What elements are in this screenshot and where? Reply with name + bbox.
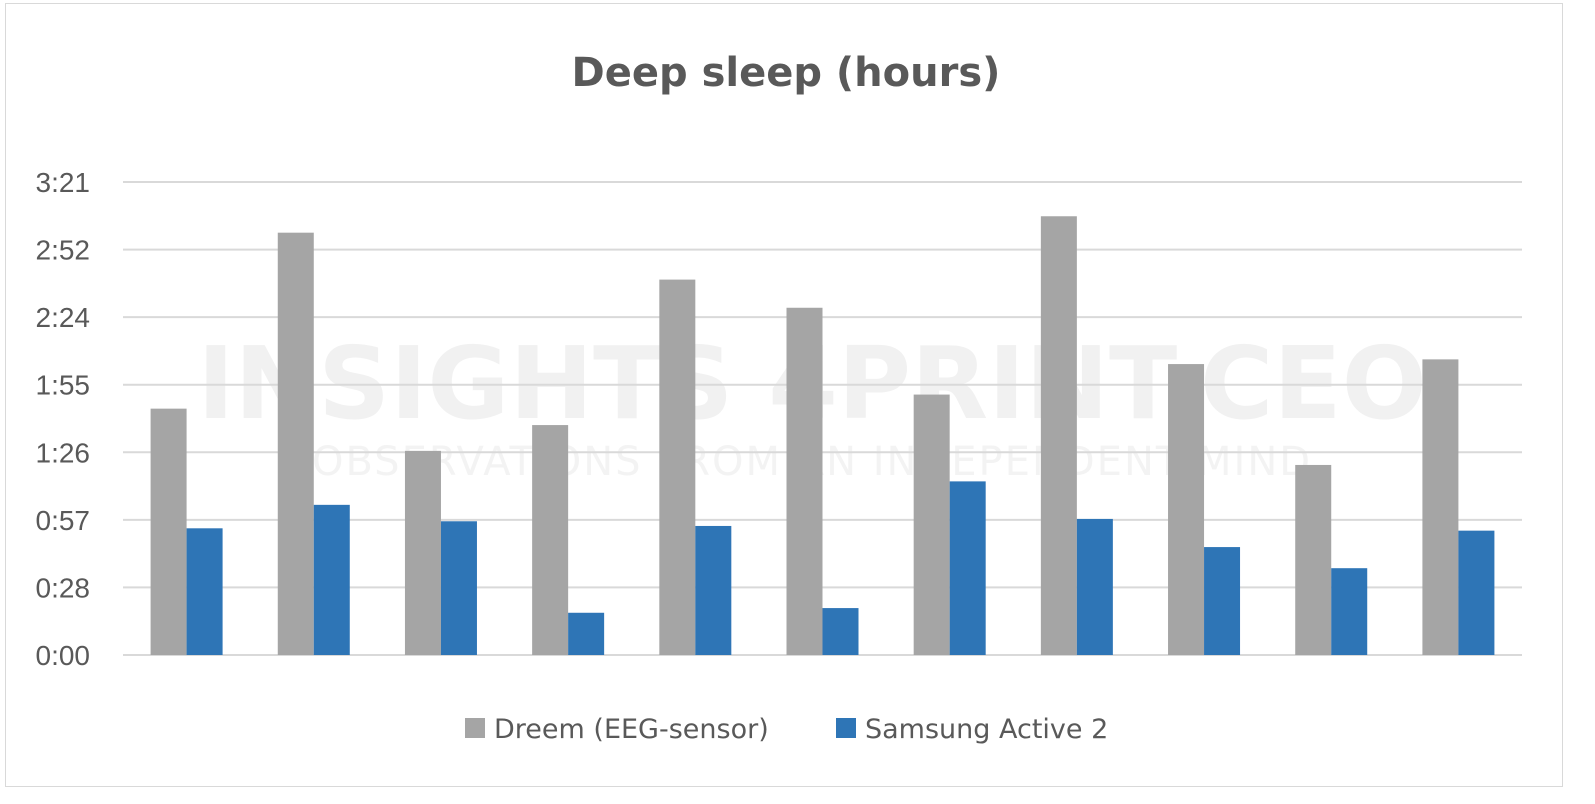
bar-samsung [1331,568,1368,655]
y-tick-label: 0:57 [36,505,91,536]
bar-dreem [404,450,441,655]
y-tick-label: 2:52 [36,235,91,266]
bar-samsung [822,608,859,655]
bar-dreem [150,408,187,655]
chart-title: Deep sleep (hours) [572,50,1001,96]
bar-dreem [1040,216,1077,656]
legend-label: Samsung Active 2 [865,714,1108,745]
bars [150,216,1495,656]
bar-samsung [1076,518,1113,655]
bar-dreem [1168,364,1205,655]
legend-swatch [836,718,856,738]
bar-dreem [1295,464,1332,655]
y-tick-label: 2:24 [36,302,91,333]
bar-samsung [695,525,732,655]
bar-samsung [440,521,477,655]
bar-dreem [786,307,823,655]
bar-samsung [568,612,605,655]
y-tick-label: 0:00 [36,640,91,671]
bar-dreem [913,394,950,655]
legend-label: Dreem (EEG-sensor) [494,714,769,745]
bar-samsung [186,528,223,655]
bar-dreem [1422,359,1459,655]
bar-samsung [1458,530,1495,655]
y-axis-ticks: 0:00 0:28 0:57 1:26 1:55 2:24 2:52 3:21 [36,167,91,671]
bar-dreem [277,232,314,655]
y-tick-label: 0:28 [36,572,91,603]
bar-samsung [313,504,350,655]
bar-dreem [659,279,696,655]
chart-frame [5,3,1563,787]
bar-dreem [532,425,569,655]
bar-samsung [949,481,986,655]
legend-swatch [465,718,485,738]
legend: Dreem (EEG-sensor) Samsung Active 2 [465,714,1108,745]
y-tick-label: 3:21 [36,167,91,198]
y-tick-label: 1:26 [36,437,91,468]
y-tick-label: 1:55 [36,370,91,401]
bar-samsung [1204,547,1241,655]
